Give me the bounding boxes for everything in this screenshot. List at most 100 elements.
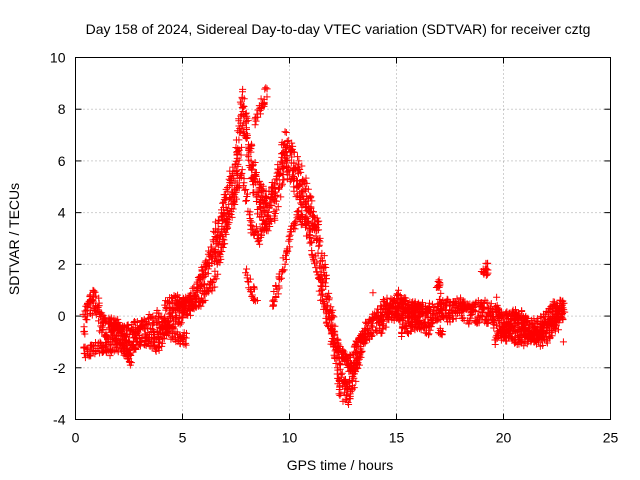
data-point <box>271 210 279 218</box>
data-point <box>243 271 251 279</box>
data-point <box>182 339 190 347</box>
data-point <box>449 315 457 323</box>
data-point <box>155 334 163 342</box>
data-point <box>285 237 293 245</box>
x-tick-label: 25 <box>603 430 619 446</box>
data-point <box>325 289 333 297</box>
data-point <box>225 200 233 208</box>
data-point <box>283 156 291 164</box>
data-point <box>291 219 299 227</box>
data-point <box>313 214 321 222</box>
data-point <box>240 103 248 111</box>
data-point <box>274 161 282 169</box>
data-point <box>237 151 245 159</box>
data-point <box>219 235 227 243</box>
data-point <box>239 182 247 190</box>
data-point <box>316 238 324 246</box>
data-point <box>315 242 323 250</box>
data-point <box>321 279 329 287</box>
data-point <box>248 222 256 230</box>
data-point <box>294 160 302 168</box>
data-point <box>279 170 287 178</box>
data-point <box>416 325 424 333</box>
data-point <box>320 300 328 308</box>
data-point <box>437 300 445 308</box>
data-point <box>265 204 273 212</box>
data-point <box>345 400 353 408</box>
data-point <box>308 197 316 205</box>
data-point <box>168 334 176 342</box>
data-point <box>517 338 525 346</box>
data-point <box>242 196 250 204</box>
y-tick-label: 4 <box>58 205 66 221</box>
data-point <box>232 195 240 203</box>
data-point <box>158 342 166 350</box>
data-point <box>393 305 401 313</box>
data-point <box>483 316 491 324</box>
data-point <box>136 338 144 346</box>
data-point <box>223 206 231 214</box>
data-point <box>523 340 531 348</box>
data-point <box>216 259 224 267</box>
data-point <box>560 306 568 314</box>
data-point <box>271 214 279 222</box>
data-point <box>348 386 356 394</box>
data-point <box>316 276 324 284</box>
plot-frame <box>75 57 611 420</box>
data-point <box>256 110 264 118</box>
data-point <box>260 98 268 106</box>
data-point <box>482 266 490 274</box>
data-point <box>277 193 285 201</box>
data-point <box>315 226 323 234</box>
data-point <box>245 211 253 219</box>
data-point <box>521 325 529 333</box>
data-point <box>286 243 294 251</box>
data-point <box>380 322 388 330</box>
data-point <box>335 341 343 349</box>
data-point <box>357 347 365 355</box>
data-point <box>487 300 495 308</box>
data-points <box>79 84 569 408</box>
data-point <box>245 146 253 154</box>
data-point <box>313 259 321 267</box>
data-point <box>346 352 354 360</box>
data-point <box>252 172 260 180</box>
data-point <box>313 226 321 234</box>
data-point <box>253 297 261 305</box>
data-point <box>238 166 246 174</box>
data-point <box>437 306 445 314</box>
data-point <box>244 117 252 125</box>
y-tick-label: -4 <box>53 412 66 428</box>
data-point <box>283 162 291 170</box>
data-point <box>216 253 224 261</box>
data-point <box>229 199 237 207</box>
data-point <box>94 307 102 315</box>
data-point <box>325 296 333 304</box>
data-point <box>347 360 355 368</box>
data-point <box>559 338 567 346</box>
data-point <box>89 297 97 305</box>
data-point <box>246 217 254 225</box>
data-point <box>471 307 479 315</box>
data-point <box>315 274 323 282</box>
data-point <box>156 313 164 321</box>
data-point <box>436 299 444 307</box>
data-point <box>524 318 532 326</box>
data-point <box>240 95 248 103</box>
data-point <box>256 177 264 185</box>
data-point <box>310 257 318 265</box>
data-point <box>132 345 140 353</box>
data-point <box>212 275 220 283</box>
data-point <box>400 314 408 322</box>
data-point <box>223 215 231 223</box>
data-point <box>336 361 344 369</box>
data-point <box>329 306 337 314</box>
data-point <box>172 293 180 301</box>
data-point <box>277 274 285 282</box>
data-point <box>305 231 313 239</box>
y-tick-label: 8 <box>58 101 66 117</box>
data-point <box>322 282 330 290</box>
data-point <box>484 269 492 277</box>
data-point <box>94 345 102 353</box>
data-point <box>368 332 376 340</box>
